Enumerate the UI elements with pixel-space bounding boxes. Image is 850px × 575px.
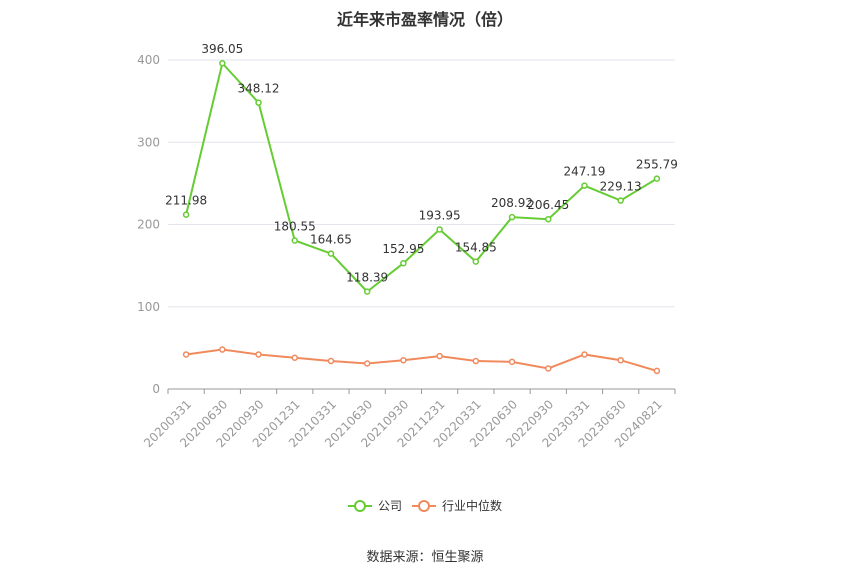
data-point <box>255 99 262 106</box>
y-tick-label: 100 <box>137 300 160 314</box>
data-point <box>255 351 262 358</box>
data-point <box>581 182 588 189</box>
legend-marker <box>354 500 366 512</box>
legend-label: 行业中位数 <box>442 498 502 513</box>
chart-title: 近年来市盈率情况（倍） <box>336 10 513 29</box>
data-label: 208.92 <box>491 196 533 210</box>
data-label: 206.45 <box>527 198 569 212</box>
data-label: 229.13 <box>600 180 642 194</box>
data-label: 193.95 <box>419 208 461 222</box>
data-point <box>219 346 226 353</box>
data-point <box>545 215 552 223</box>
data-point <box>581 351 588 358</box>
data-point <box>363 360 371 367</box>
data-point <box>508 213 516 221</box>
data-point <box>653 367 661 375</box>
data-point <box>617 197 624 204</box>
data-point <box>545 365 552 372</box>
data-point <box>327 250 335 257</box>
data-point <box>400 259 407 267</box>
data-point <box>182 211 190 218</box>
data-point <box>327 357 335 365</box>
y-tick-label: 200 <box>137 218 160 232</box>
data-label: 164.65 <box>310 233 352 247</box>
legend-label: 公司 <box>378 499 402 513</box>
data-point <box>363 288 371 295</box>
data-point <box>508 358 516 366</box>
data-point <box>219 59 226 67</box>
data-point <box>436 352 443 360</box>
y-tick-label: 400 <box>137 53 160 67</box>
data-point <box>182 351 190 358</box>
data-label: 152.95 <box>382 242 424 256</box>
data-point <box>291 237 298 244</box>
legend-marker <box>418 500 430 512</box>
y-tick-label: 300 <box>137 135 160 149</box>
data-label: 180.55 <box>274 219 316 233</box>
data-label: 118.39 <box>346 271 388 285</box>
data-label: 154.85 <box>455 241 497 255</box>
data-point <box>653 175 661 182</box>
data-label: 348.12 <box>238 82 280 96</box>
data-label: 396.05 <box>201 42 243 56</box>
data-source: 数据来源：恒生聚源 <box>366 550 484 565</box>
data-point <box>436 226 443 233</box>
data-label: 211.98 <box>165 194 207 208</box>
data-label: 247.19 <box>563 165 605 179</box>
series-line-industry-median <box>185 348 658 372</box>
series-line-company <box>185 61 658 293</box>
data-point <box>472 357 480 365</box>
data-label: 255.79 <box>636 158 678 172</box>
y-tick-label: 0 <box>152 382 160 396</box>
data-point <box>617 356 624 364</box>
data-point <box>472 258 480 265</box>
data-point <box>400 356 407 364</box>
data-point <box>291 354 298 361</box>
